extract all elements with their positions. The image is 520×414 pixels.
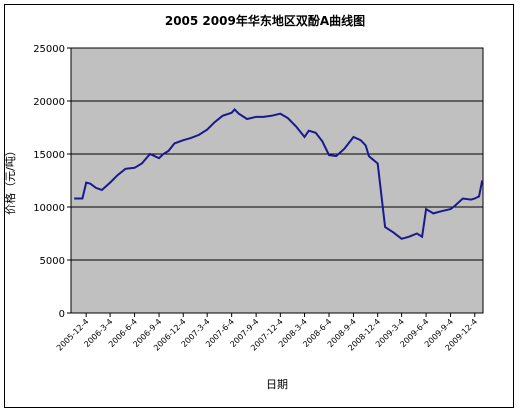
grid-lines — [71, 100, 483, 261]
x-axis-ticks: 2005-12-42006-3-42006-6-42006-9-42006-12… — [55, 313, 479, 353]
y-tick-label: 5000 — [40, 256, 65, 267]
price-series-line — [74, 108, 484, 240]
y-tick-label: 25000 — [33, 44, 65, 55]
x-tick-label: 2005-12-4 — [55, 317, 91, 353]
plot-area — [70, 47, 484, 314]
y-tick-label: 0 — [59, 309, 65, 320]
chart-title: 2005 2009年华东地区双酚A曲线图 — [165, 13, 365, 28]
y-tick-label: 15000 — [33, 150, 65, 161]
y-axis-ticks: 0 5000 10000 15000 20000 25000 — [33, 44, 71, 320]
y-tick-label: 20000 — [33, 97, 65, 108]
x-axis-label: 日期 — [266, 378, 288, 391]
y-tick-label: 10000 — [33, 203, 65, 214]
y-axis-label: 价格（元/吨） — [3, 145, 17, 215]
